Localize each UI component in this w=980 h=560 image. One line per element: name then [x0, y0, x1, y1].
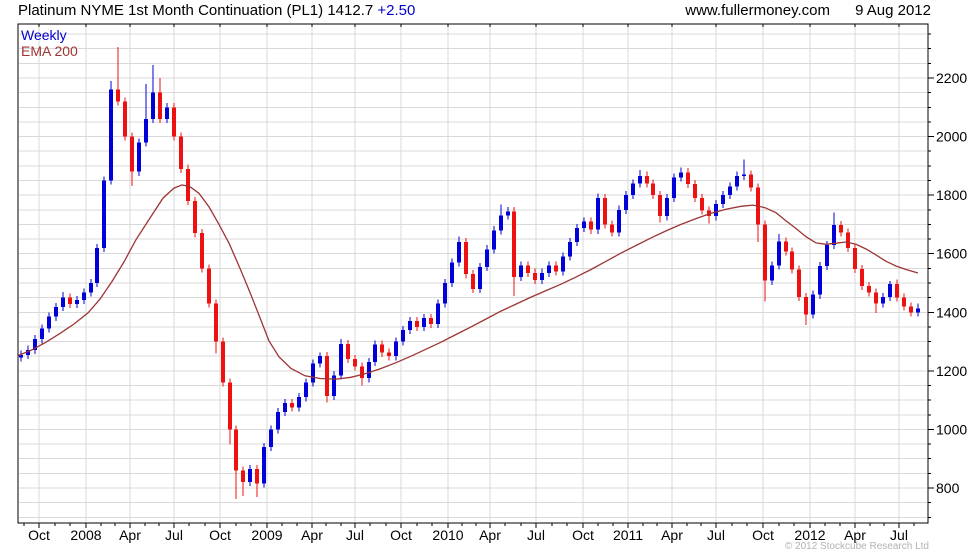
svg-text:Apr: Apr	[661, 527, 683, 543]
axes: 800 1000 1200 1400 1600 1800 2000 2200 Oct 2008 Ap…	[17, 23, 967, 543]
svg-text:1600: 1600	[936, 246, 967, 262]
svg-text:2008: 2008	[70, 527, 101, 543]
grid-lines	[19, 25, 927, 522]
svg-text:2000: 2000	[936, 129, 967, 145]
svg-text:1400: 1400	[936, 304, 967, 320]
svg-text:Apr: Apr	[119, 527, 141, 543]
svg-text:Jul: Jul	[707, 527, 725, 543]
svg-text:Jul: Jul	[527, 527, 545, 543]
svg-text:1000: 1000	[936, 421, 967, 437]
last-price: 1412.7	[327, 2, 374, 19]
svg-text:Oct: Oct	[28, 527, 50, 543]
svg-text:2011: 2011	[613, 527, 643, 543]
svg-text:1200: 1200	[936, 363, 967, 379]
price-change: +2.50	[377, 2, 416, 19]
svg-text:2009: 2009	[251, 527, 282, 543]
copyright-notice: © 2012 Stockcube Research Ltd	[784, 541, 929, 552]
chart-legend: Weekly EMA 200	[21, 27, 78, 59]
chart-title: Platinum NYME 1st Month Continuation (PL…	[18, 2, 415, 19]
svg-text:Apr: Apr	[479, 527, 501, 543]
svg-text:Apr: Apr	[844, 527, 866, 543]
svg-text:Jul: Jul	[890, 527, 908, 543]
svg-text:Oct: Oct	[209, 527, 231, 543]
svg-text:1800: 1800	[936, 187, 967, 203]
svg-text:800: 800	[936, 480, 960, 496]
date-label: 9 Aug 2012	[855, 2, 931, 19]
svg-text:Apr: Apr	[301, 527, 323, 543]
svg-text:Oct: Oct	[572, 527, 594, 543]
ema-line	[17, 184, 919, 380]
svg-text:2012: 2012	[794, 527, 825, 543]
svg-text:Jul: Jul	[165, 527, 183, 543]
svg-text:2200: 2200	[936, 70, 967, 86]
timeframe-label: Weekly	[21, 27, 67, 43]
svg-text:Oct: Oct	[752, 527, 774, 543]
svg-text:2010: 2010	[432, 527, 463, 543]
svg-text:Jul: Jul	[346, 527, 364, 543]
candlesticks	[19, 47, 920, 500]
instrument-name: Platinum NYME 1st Month Continuation (PL…	[18, 2, 324, 19]
site-label: www.fullermoney.com	[685, 2, 830, 19]
ema-label: EMA 200	[21, 43, 78, 59]
svg-text:Oct: Oct	[390, 527, 412, 543]
